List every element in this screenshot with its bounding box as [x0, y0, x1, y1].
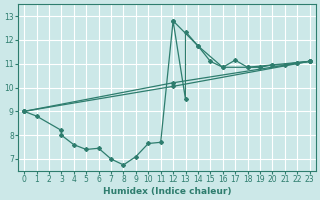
- X-axis label: Humidex (Indice chaleur): Humidex (Indice chaleur): [103, 187, 231, 196]
